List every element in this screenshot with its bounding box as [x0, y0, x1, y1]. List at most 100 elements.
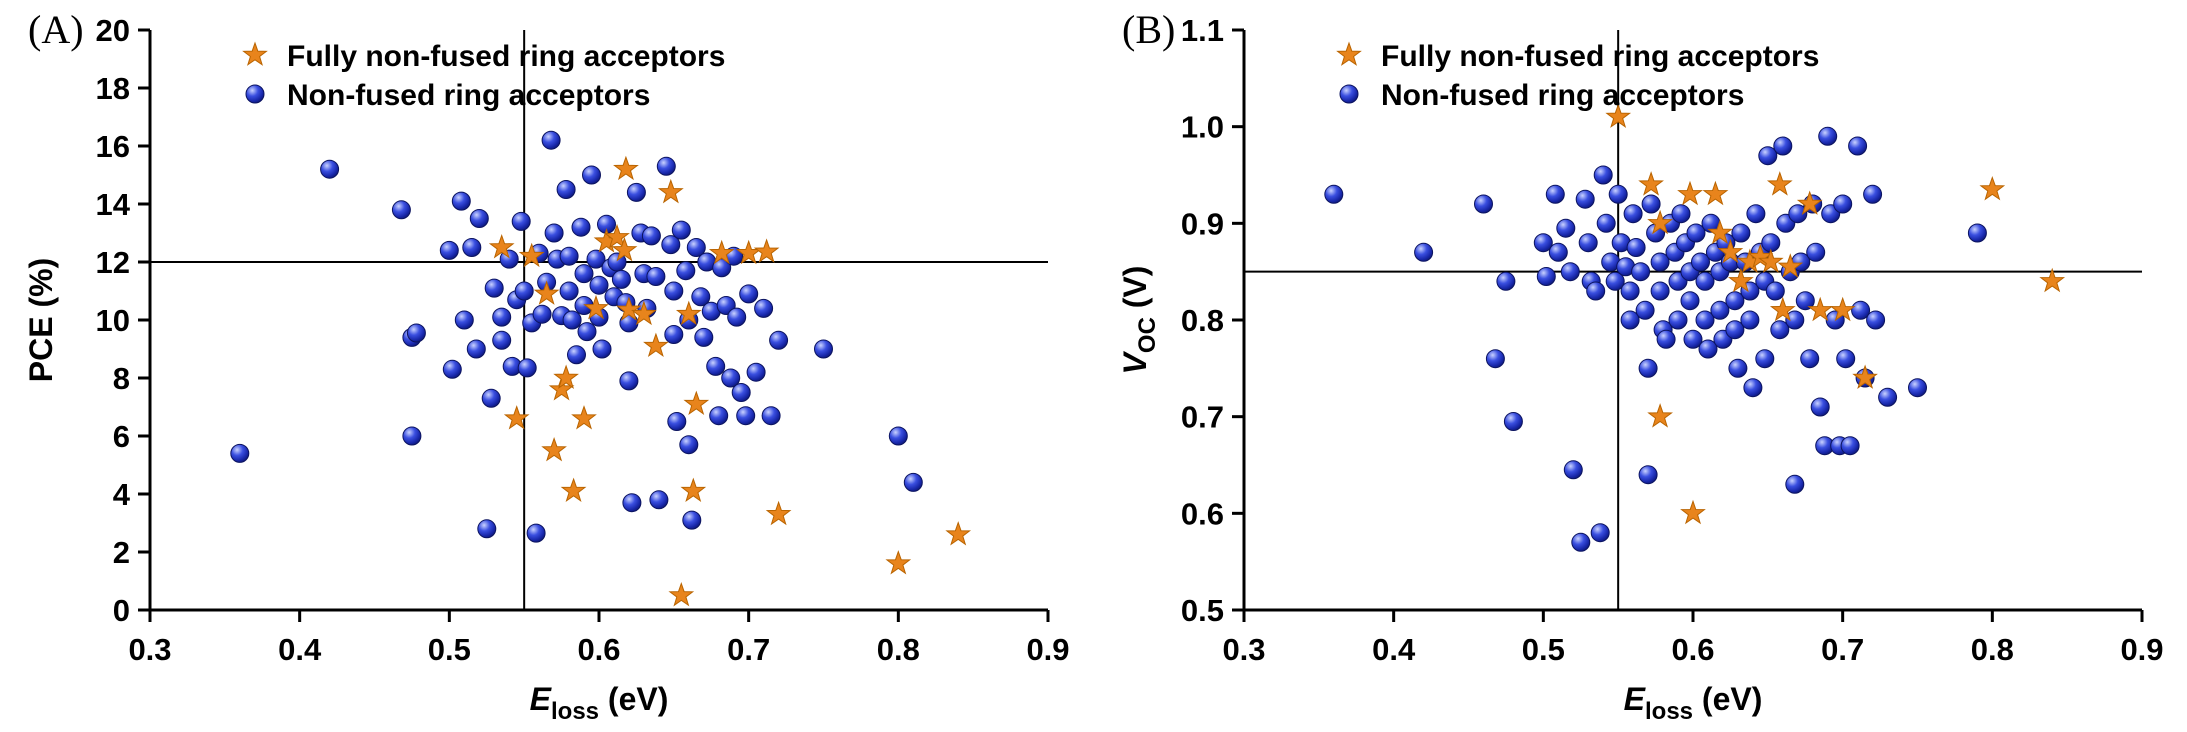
chart-panel-a: (A) 0.3 0.4 0.5 0.6 0.7 0.8 0.9 0 2 4 6 8 10 12 14 16 18…: [0, 0, 1093, 732]
scatter-point-sphere: [1765, 281, 1785, 301]
scatter-point-sphere: [1695, 271, 1715, 291]
scatter-points-fully-non-fused: [488, 155, 972, 607]
scatter-point-sphere: [679, 435, 699, 455]
scatter-point-sphere: [1650, 281, 1670, 301]
y-tick-label: 0.8: [1181, 303, 1224, 338]
scatter-point-sphere: [1571, 532, 1591, 552]
scatter-point-sphere: [1536, 267, 1556, 286]
legend-label-fully-non-fused: Fully non-fused ring acceptors: [287, 40, 725, 73]
scatter-point-sphere: [1638, 465, 1658, 485]
legend-star-icon: [242, 41, 268, 66]
scatter-point-sphere: [1731, 223, 1751, 243]
scatter-point-star: [583, 294, 609, 320]
scatter-point-sphere: [1743, 378, 1763, 398]
y-tick-label: 0.5: [1181, 593, 1224, 628]
scatter-points-fully-non-fused: [1605, 103, 2066, 525]
scatter-points-non-fused: [1324, 126, 1987, 552]
scatter-point-sphere: [391, 200, 411, 220]
y-tick-label: 0: [113, 593, 130, 628]
legend-label-non-fused: Non-fused ring acceptors: [1381, 79, 1744, 112]
scatter-point-sphere: [667, 412, 687, 431]
scatter-point-sphere: [706, 356, 726, 376]
scatter-point-sphere: [469, 209, 489, 228]
x-tick-label: 0.6: [577, 632, 620, 667]
scatter-point-sphere: [1740, 310, 1760, 330]
scatter-point-sphere: [1608, 184, 1628, 204]
scatter-point-sphere: [1691, 252, 1710, 272]
scatter-point-sphere: [1635, 300, 1655, 320]
scatter-point-sphere: [1668, 310, 1688, 330]
y-tick-label: 8: [113, 361, 130, 396]
scatter-point-sphere: [477, 519, 497, 539]
scatter-point-star: [1757, 248, 1784, 273]
scatter-point-sphere: [1638, 358, 1658, 378]
scatter-point-star: [753, 238, 780, 263]
scatter-point-sphere: [1863, 184, 1883, 204]
scatter-point-sphere: [1533, 233, 1553, 253]
axis-label: VOC (V): [1117, 266, 1161, 375]
panel-b-label: (B): [1122, 7, 1176, 52]
axis-label: Eloss (eV): [1624, 681, 1763, 725]
scatter-point-sphere: [1503, 412, 1523, 431]
scatter-point-sphere: [1725, 320, 1745, 340]
scatter-point-sphere: [686, 238, 706, 257]
x-tick-label: 0.4: [278, 632, 322, 667]
scatter-point-sphere: [769, 330, 789, 350]
scatter-point-sphere: [559, 246, 579, 266]
x-tick-label: 0.6: [1671, 632, 1714, 667]
scatter-point-sphere: [1710, 300, 1730, 320]
scatter-point-sphere: [230, 443, 250, 463]
chart-panel-b: (B) 0.3 0.4 0.5 0.6 0.7 0.8 0.9 0.5 0.6 0.7 0.8 0.9…: [1094, 0, 2187, 732]
scatter-point-sphere: [619, 371, 639, 391]
scatter-point-star: [553, 364, 579, 389]
x-tick-label: 0.7: [1821, 632, 1864, 667]
scatter-point-sphere: [541, 130, 561, 150]
scatter-point-star: [1638, 171, 1664, 196]
scatter-point-sphere: [646, 267, 666, 286]
x-tick-label: 0.5: [1522, 632, 1565, 667]
scatter-point-sphere: [1967, 223, 1987, 243]
scatter-point-sphere: [1698, 339, 1718, 359]
y-tick-label: 12: [96, 245, 130, 280]
scatter-point-sphere: [1840, 436, 1860, 456]
axes: 0.3 0.4 0.5 0.6 0.7 0.8 0.9 0 2 4 6 8 10 12 14 16 18 20: [96, 13, 1070, 667]
scatter-point-sphere: [1851, 300, 1871, 320]
y-tick-label: 2: [113, 535, 130, 570]
scatter-point-sphere: [1545, 184, 1565, 204]
y-tick-label: 16: [96, 129, 130, 164]
scatter-point-star: [616, 296, 642, 321]
scatter-point-sphere: [439, 240, 459, 260]
scatter-point-star: [518, 242, 545, 268]
scatter-point-star: [1829, 296, 1856, 322]
x-tick-label: 0.5: [428, 632, 471, 667]
scatter-point-sphere: [1578, 233, 1598, 253]
scatter-point-star: [1979, 175, 2006, 201]
scatter-point-sphere: [1800, 349, 1820, 369]
scatter-point-sphere: [721, 368, 741, 388]
scatter-point-sphere: [1755, 349, 1775, 369]
y-tick-label: 6: [113, 419, 130, 454]
scatter-point-sphere: [761, 406, 781, 426]
scatter-point-sphere: [1810, 397, 1830, 417]
scatter-point-sphere: [1725, 291, 1745, 311]
scatter-point-sphere: [556, 180, 576, 199]
scatter-point-star: [945, 521, 972, 546]
x-tick-label: 0.3: [128, 632, 171, 667]
scatter-point-sphere: [1836, 349, 1856, 369]
scatter-point-sphere: [1474, 194, 1493, 214]
scatter-point-sphere: [611, 269, 631, 289]
scatter-point-sphere: [320, 159, 340, 179]
scatter-point-sphere: [656, 156, 676, 176]
y-tick-label: 0.9: [1181, 206, 1224, 241]
scatter-point-sphere: [709, 406, 729, 426]
scatter-point-sphere: [1695, 310, 1715, 330]
scatter-point-sphere: [1848, 136, 1868, 156]
scatter-point-sphere: [492, 330, 512, 350]
scatter-point-sphere: [1623, 204, 1643, 224]
x-tick-label: 0.3: [1222, 632, 1265, 667]
legend: Fully non-fused ring acceptors Non-fused …: [1336, 40, 1819, 112]
scatter-point-sphere: [1593, 165, 1613, 185]
scatter-point-sphere: [1485, 349, 1505, 369]
scatter-point-star: [1605, 103, 1632, 128]
scatter-point-star: [604, 223, 630, 249]
